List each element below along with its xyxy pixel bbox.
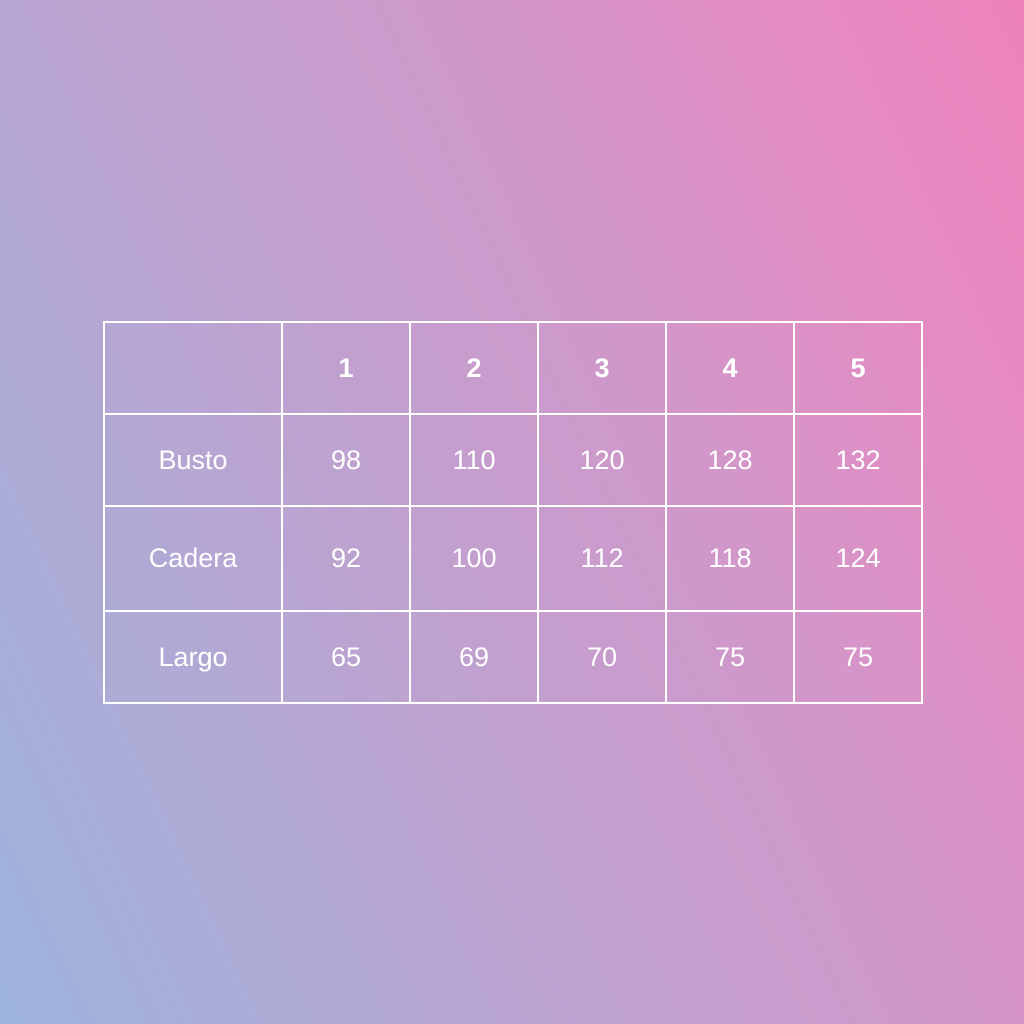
table-cell: 112 <box>537 505 667 612</box>
header-row: 1 2 3 4 5 <box>103 321 923 415</box>
size-table: 1 2 3 4 5 Busto 98 110 120 128 132 Cader… <box>103 321 923 704</box>
table-cell: 70 <box>537 610 667 704</box>
table-cell: 65 <box>281 610 411 704</box>
table-cell: 124 <box>793 505 923 612</box>
row-label: Largo <box>103 610 283 704</box>
table-row-busto: Busto 98 110 120 128 132 <box>103 413 923 507</box>
table-cell: 118 <box>665 505 795 612</box>
table-cell: 110 <box>409 413 539 507</box>
table-cell: 75 <box>793 610 923 704</box>
table-row-largo: Largo 65 69 70 75 75 <box>103 610 923 704</box>
table-row-cadera: Cadera 92 100 112 118 124 <box>103 505 923 612</box>
row-label: Cadera <box>103 505 283 612</box>
table-cell: 69 <box>409 610 539 704</box>
table-cell: 98 <box>281 413 411 507</box>
table-cell: 128 <box>665 413 795 507</box>
table-cell: 120 <box>537 413 667 507</box>
size-header: 2 <box>409 321 539 415</box>
size-header: 5 <box>793 321 923 415</box>
table-cell: 100 <box>409 505 539 612</box>
table-cell: 132 <box>793 413 923 507</box>
table-cell: 75 <box>665 610 795 704</box>
row-label: Busto <box>103 413 283 507</box>
corner-cell <box>103 321 283 415</box>
size-header: 3 <box>537 321 667 415</box>
size-header: 4 <box>665 321 795 415</box>
table-cell: 92 <box>281 505 411 612</box>
size-header: 1 <box>281 321 411 415</box>
